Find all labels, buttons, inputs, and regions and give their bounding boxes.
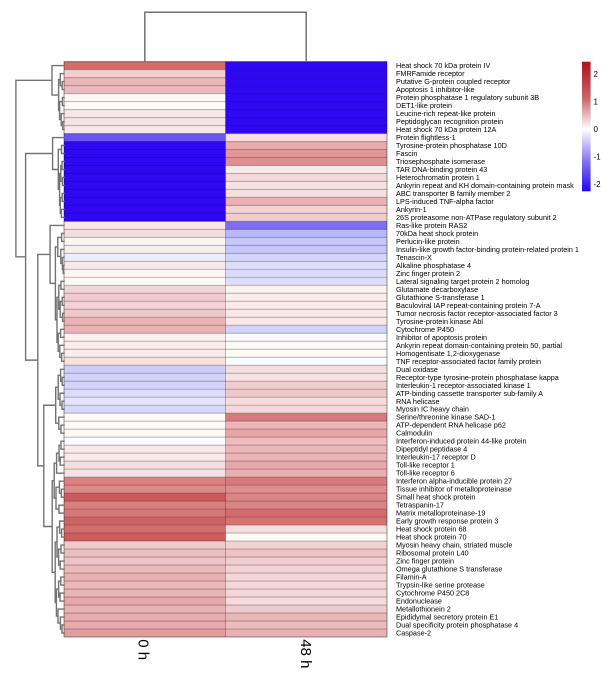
svg-text:Tetraspanin-17: Tetraspanin-17 (396, 501, 444, 510)
svg-text:LPS-induced TNF-alpha factor: LPS-induced TNF-alpha factor (396, 197, 494, 206)
svg-text:Dual oxidase: Dual oxidase (396, 365, 438, 374)
svg-text:Toll-like receptor 1: Toll-like receptor 1 (396, 461, 455, 470)
svg-text:Tumor necrosis factor receptor: Tumor necrosis factor receptor-associate… (396, 309, 558, 318)
svg-text:Ankyrin repeat domain-containi: Ankyrin repeat domain-containing protein… (396, 341, 562, 350)
svg-text:Triosephosphate isomerase: Triosephosphate isomerase (396, 157, 485, 166)
svg-text:1: 1 (594, 98, 599, 107)
svg-text:Inhibitor of apoptosis protein: Inhibitor of apoptosis protein (396, 333, 487, 342)
svg-text:Filamin-A: Filamin-A (396, 573, 427, 582)
svg-text:Ankyrin-1: Ankyrin-1 (396, 205, 427, 214)
svg-text:ABC transporter B family membe: ABC transporter B family member 2 (396, 189, 510, 198)
svg-text:Ras-like protein RAS2: Ras-like protein RAS2 (396, 221, 467, 230)
svg-text:Interferon-induced protein 44-: Interferon-induced protein 44-like prote… (396, 437, 527, 446)
svg-text:Fascin: Fascin (396, 149, 417, 158)
svg-text:0 h: 0 h (135, 639, 152, 660)
svg-text:Serine/threonine kinase SAD-1: Serine/threonine kinase SAD-1 (396, 413, 496, 422)
svg-text:Zinc finger protein 2: Zinc finger protein 2 (396, 269, 460, 278)
svg-text:Glutathione S-transferase 1: Glutathione S-transferase 1 (396, 293, 485, 302)
svg-text:Insulin-like growth factor-bin: Insulin-like growth factor-binding prote… (396, 245, 579, 254)
svg-text:26S proteasome non-ATPase regu: 26S proteasome non-ATPase regulatory sub… (396, 213, 557, 222)
svg-text:Calmodulin: Calmodulin (396, 429, 432, 438)
svg-text:Tenascin-X: Tenascin-X (396, 253, 432, 262)
svg-text:Small heat shock protein: Small heat shock protein (396, 493, 475, 502)
svg-text:Matrix metalloproteinase-19: Matrix metalloproteinase-19 (396, 509, 485, 518)
svg-text:Ankyrin repeat and KH domain-c: Ankyrin repeat and KH domain-containing … (396, 181, 574, 190)
svg-text:Ribosomal protein L40: Ribosomal protein L40 (396, 549, 469, 558)
svg-text:Toll-like receptor 6: Toll-like receptor 6 (396, 469, 455, 478)
svg-text:Apoptosis 1 inhibitor-like: Apoptosis 1 inhibitor-like (396, 85, 475, 94)
svg-text:Protein flightless-1: Protein flightless-1 (396, 133, 456, 142)
svg-text:Leucine-rich repeat-like prote: Leucine-rich repeat-like protein (396, 109, 496, 118)
svg-text:Dipeptidyl peptidase 4: Dipeptidyl peptidase 4 (396, 445, 467, 454)
svg-text:Alkaline phosphatase 4: Alkaline phosphatase 4 (396, 261, 471, 270)
svg-text:Lateral signaling target prote: Lateral signaling target protein 2 homol… (396, 277, 529, 286)
svg-text:Heterochromatin protein 1: Heterochromatin protein 1 (396, 173, 480, 182)
svg-text:Cytochrome P450 2C8: Cytochrome P450 2C8 (396, 589, 469, 598)
svg-text:RNA helicase: RNA helicase (396, 397, 440, 406)
svg-text:Caspase-2: Caspase-2 (396, 629, 431, 638)
svg-text:Early growth response protein: Early growth response protein 3 (396, 517, 498, 526)
svg-text:Peptidoglycan recognition prot: Peptidoglycan recognition protein (396, 117, 503, 126)
svg-text:TAR DNA-binding protein 43: TAR DNA-binding protein 43 (396, 165, 487, 174)
svg-text:Myosin heavy chain, striated m: Myosin heavy chain, striated muscle (396, 541, 512, 550)
svg-text:Zinc finger protein: Zinc finger protein (396, 557, 454, 566)
svg-text:Trypsin-like serine protease: Trypsin-like serine protease (396, 581, 485, 590)
svg-text:Tyrosine-protein kinase Abl: Tyrosine-protein kinase Abl (396, 317, 483, 326)
svg-text:Epididymal secretory protein E: Epididymal secretory protein E1 (396, 613, 498, 622)
svg-text:Metallothionein 2: Metallothionein 2 (396, 605, 451, 614)
svg-text:70kDa heat shock protein: 70kDa heat shock protein (396, 229, 478, 238)
svg-text:2: 2 (594, 70, 599, 79)
svg-text:Heat shock 70 kDa protein 12A: Heat shock 70 kDa protein 12A (396, 125, 497, 134)
svg-text:Dual specificity protein phosp: Dual specificity protein phosphatase 4 (396, 621, 518, 630)
svg-text:Endonuclease: Endonuclease (396, 597, 442, 606)
svg-text:Glutamate decarboxylase: Glutamate decarboxylase (396, 285, 478, 294)
svg-text:Interleukin-1 receptor-associa: Interleukin-1 receptor-associated kinase… (396, 381, 531, 390)
svg-text:Perlucin-like protein: Perlucin-like protein (396, 237, 460, 246)
svg-text:Putative G-protein coupled rec: Putative G-protein coupled receptor (396, 77, 511, 86)
svg-text:Protein phosphatase 1 regulato: Protein phosphatase 1 regulatory subunit… (396, 93, 539, 102)
svg-text:Heat shock 70 kDa protein IV: Heat shock 70 kDa protein IV (396, 61, 490, 70)
svg-text:Heat shock protein 70: Heat shock protein 70 (396, 533, 467, 542)
svg-text:Tissue inhibitor of metallopro: Tissue inhibitor of metalloproteinase (396, 485, 512, 494)
svg-text:Omega glutathione S transferas: Omega glutathione S transferase (396, 565, 502, 574)
svg-text:Interleukin-17 receptor D: Interleukin-17 receptor D (396, 453, 476, 462)
svg-text:Myosin IC heavy chain: Myosin IC heavy chain (396, 405, 469, 414)
svg-text:-2: -2 (594, 180, 602, 189)
svg-text:Receptor-type tyrosine-protein: Receptor-type tyrosine-protein phosphata… (396, 373, 560, 382)
svg-text:FMRFamide receptor: FMRFamide receptor (396, 69, 465, 78)
svg-text:Heat shock protein 68: Heat shock protein 68 (396, 525, 467, 534)
svg-text:48 h: 48 h (297, 639, 314, 668)
svg-text:Tyrosine-protein phosphatase 1: Tyrosine-protein phosphatase 10D (396, 141, 507, 150)
svg-text:Cytochrome P450: Cytochrome P450 (396, 325, 454, 334)
svg-text:0: 0 (594, 125, 599, 134)
svg-text:ATP-binding cassette transport: ATP-binding cassette transporter sub-fam… (396, 389, 543, 398)
svg-text:DET1-like protein: DET1-like protein (396, 101, 452, 110)
svg-text:TNF receptor-associated factor: TNF receptor-associated factor family pr… (396, 357, 541, 366)
svg-text:Baculoviral IAP repeat-contain: Baculoviral IAP repeat-containing protei… (396, 301, 541, 310)
svg-text:-1: -1 (594, 153, 602, 162)
svg-text:ATP-dependent RNA helicase p62: ATP-dependent RNA helicase p62 (396, 421, 506, 430)
svg-text:Homogentisate 1,2-dioxygenase: Homogentisate 1,2-dioxygenase (396, 349, 500, 358)
svg-text:Interferon alpha-inducible pro: Interferon alpha-inducible protein 27 (396, 477, 512, 486)
